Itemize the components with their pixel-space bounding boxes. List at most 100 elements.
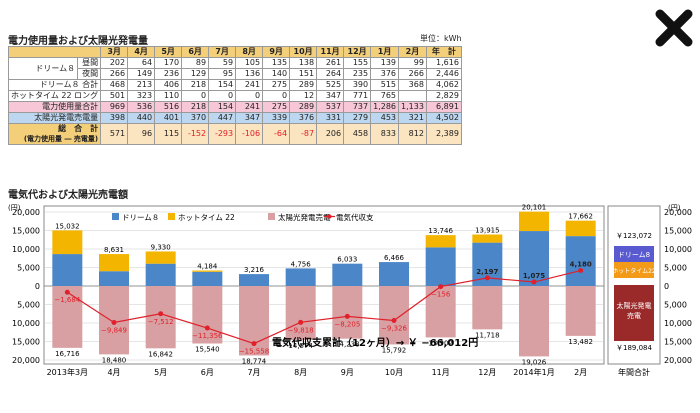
- y-tick-right: 20,000: [664, 208, 692, 217]
- bottom-data-label: 13,902: [428, 339, 453, 347]
- bar-solar: [379, 286, 409, 345]
- line-point: [484, 275, 490, 281]
- x-tick-label: 11月: [432, 368, 450, 377]
- y-tick-right: 0: [664, 282, 669, 291]
- line-data-label: −9,849: [101, 326, 127, 334]
- x-tick-label: 2014年1月: [513, 367, 554, 377]
- x-tick-label: 12月: [478, 368, 496, 377]
- line-data-label: −156: [431, 291, 451, 299]
- table-cell: 1,286: [370, 101, 400, 113]
- top-data-label: 8,631: [104, 246, 124, 254]
- bottom-data-label: 14,574: [288, 342, 313, 350]
- table-row: 太陽光発電売電量 398 440 401 370 447 347 339 376 331 279 45…: [7, 112, 462, 124]
- bar-solar: [472, 286, 503, 330]
- table-cell: 279: [343, 112, 372, 124]
- bar-dream: [192, 271, 223, 286]
- line-point: [344, 313, 350, 319]
- line-data-label: −1,684: [54, 296, 80, 304]
- table-cell: 96: [127, 123, 156, 145]
- plot-frame: [43, 205, 605, 365]
- annual-solar-label: 売電: [627, 311, 641, 320]
- y-tick-right: 10,000: [664, 245, 692, 254]
- y-tick-right: 10,000: [664, 319, 692, 328]
- y-tick-right: 20,000: [664, 356, 692, 365]
- power-table: 3月 4月 5月 6月 7月 8月 9月 10月 11月 12月 1月 2月年 計ドリーム８ 昼間 202…: [7, 46, 462, 145]
- y-tick-left: 10,000: [12, 319, 40, 328]
- y-tick-left: 20,000: [12, 208, 40, 217]
- close-icon[interactable]: [654, 8, 694, 48]
- bar-hottime: [145, 251, 176, 264]
- bar-hottime: [472, 234, 503, 243]
- line-point: [438, 284, 444, 290]
- line-data-label: −9,818: [288, 326, 314, 334]
- line-data-label: −9,326: [381, 325, 407, 333]
- line-data-label: −15,558: [239, 348, 269, 356]
- bottom-data-label: 19,026: [522, 358, 547, 366]
- top-data-label: 20,101: [522, 204, 547, 212]
- bar-dream: [565, 236, 596, 286]
- bar-dream: [379, 262, 409, 286]
- x-tick-label: 2月: [574, 368, 587, 377]
- annual-top-value: ￥123,072: [616, 232, 652, 240]
- line-point: [391, 318, 397, 324]
- table-cell: 833: [370, 123, 400, 145]
- annual-hot-label: ホットタイム22: [612, 267, 656, 275]
- y-tick-left: 0: [35, 282, 40, 291]
- line-point: [64, 289, 70, 295]
- bar-solar: [565, 286, 596, 336]
- chart-title: 電気代および太陽光売電額: [8, 190, 128, 201]
- table-cell: 2,389: [425, 123, 462, 145]
- line-data-label: 2,197: [476, 268, 498, 276]
- y-unit-right: (円): [668, 204, 681, 212]
- x-tick-label: 5月: [154, 368, 167, 377]
- top-data-label: 15,032: [55, 222, 80, 230]
- table-cell: -152: [181, 123, 210, 145]
- annual-dream-bar: [614, 246, 654, 262]
- table-cell: 458: [343, 123, 372, 145]
- bottom-data-label: 18,774: [242, 357, 267, 365]
- bottom-data-label: 16,842: [148, 350, 173, 358]
- legend-label: ホットタイム 22: [178, 213, 235, 222]
- line-data-label: 4,180: [570, 261, 592, 269]
- table-header-cell: 4月: [127, 46, 156, 58]
- bottom-data-label: 15,540: [195, 345, 220, 353]
- bottom-data-label: 14,238: [335, 341, 360, 349]
- table-cell: 571: [100, 123, 129, 145]
- line-balance: [67, 269, 581, 345]
- annual-solar-bar: [614, 285, 654, 341]
- bar-dream: [425, 247, 456, 286]
- top-data-label: 13,746: [428, 227, 453, 235]
- table-cell: 812: [398, 123, 427, 145]
- table-row: ドリーム８ 合計 468 213 406 218 154 241 275 289 525 390 51…: [7, 79, 462, 91]
- bar-dream: [239, 274, 269, 286]
- table-cell: 321: [398, 112, 427, 124]
- x-tick-label: 7月: [247, 368, 260, 377]
- bar-hottime: [425, 235, 456, 248]
- table-cell: -106: [235, 123, 264, 145]
- top-data-label: 4,756: [291, 260, 312, 268]
- x-tick-label: 6月: [201, 368, 214, 377]
- bar-dream: [332, 263, 363, 286]
- annual-solar-label: 太陽光発電: [617, 301, 652, 310]
- legend-label: 太陽光発電売電: [278, 212, 331, 222]
- line-point: [158, 311, 164, 317]
- legend-label: ドリーム８: [122, 213, 159, 222]
- annual-dream-label: ドリーム8: [618, 251, 650, 259]
- bar-dream: [285, 268, 316, 286]
- row-label: 総 合 計 (電力使用量 ― 売電量): [7, 123, 102, 145]
- table-unit: 単位：kWh: [420, 34, 462, 43]
- table-row: ドリーム８ 昼間 202 64 170 89 59 105 135 138 261 155 139 99 1…: [7, 57, 462, 80]
- table-title: 電力使用量および太陽光発電量: [8, 36, 148, 47]
- legend-marker: [327, 214, 332, 219]
- top-data-label: 13,915: [475, 227, 500, 235]
- line-point: [578, 268, 584, 274]
- bar-dream: [52, 254, 83, 286]
- y-tick-left: 5,000: [17, 264, 40, 273]
- bar-solar: [332, 286, 363, 339]
- annual-hot-bar: [614, 262, 654, 278]
- legend-swatch: [268, 213, 275, 220]
- y-tick-right: 5,000: [664, 264, 687, 273]
- bottom-data-label: 18,480: [102, 356, 127, 364]
- table-header-cell: 5月: [154, 46, 183, 58]
